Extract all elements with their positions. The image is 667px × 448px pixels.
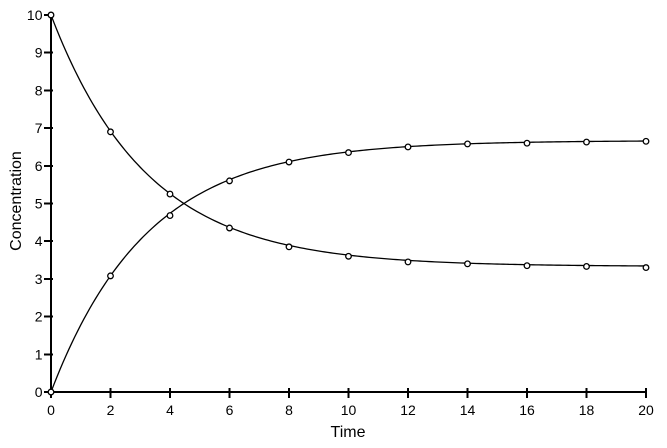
y-tick-label: 0 [35, 384, 43, 400]
rising-concentration-data-point [226, 177, 233, 185]
rising-concentration-data-point [404, 143, 412, 151]
rising-concentration-data-point [47, 388, 55, 396]
rising-concentration-data-point [345, 149, 352, 157]
rising-concentration-data-point [464, 140, 471, 148]
decaying-concentration-data-point [583, 263, 590, 270]
decaying-concentration-data-point [47, 11, 55, 19]
y-tick-label: 3 [35, 271, 43, 287]
decaying-concentration-data-point [166, 190, 174, 198]
x-tick-label: 16 [519, 402, 535, 418]
x-tick-label: 8 [285, 402, 293, 418]
y-tick-label: 9 [35, 45, 43, 61]
x-tick-label: 12 [400, 402, 416, 418]
rising-concentration-data-point [285, 158, 293, 166]
y-tick-label: 1 [35, 346, 43, 362]
y-axis-title: Concentration [8, 151, 25, 251]
x-tick-label: 14 [460, 402, 476, 418]
rising-concentration-data-point [107, 272, 114, 280]
rising-concentration-data-point [583, 138, 590, 146]
decaying-concentration-data-point [345, 252, 352, 260]
x-tick-label: 6 [226, 402, 234, 418]
y-tick-label: 8 [35, 82, 43, 98]
x-tick-label: 20 [638, 402, 654, 418]
decaying-concentration-data-point [642, 264, 650, 272]
y-tick-label: 4 [35, 233, 43, 249]
x-tick-label: 4 [166, 402, 174, 418]
decaying-concentration-data-point [523, 262, 531, 270]
decaying-concentration-data-point [464, 260, 471, 268]
x-tick-label: 2 [107, 402, 115, 418]
y-tick-label: 7 [35, 120, 43, 136]
y-tick-label: 2 [35, 309, 43, 325]
y-tick-label: 6 [35, 158, 43, 174]
decaying-concentration-fit-curve [50, 14, 647, 267]
decaying-concentration-data-point [285, 243, 293, 251]
rising-concentration-data-point [523, 139, 531, 147]
x-axis-title: Time [330, 424, 366, 441]
decaying-concentration-data-point [107, 128, 114, 136]
y-tick-label: 10 [27, 7, 43, 23]
rising-concentration-fit-curve [50, 140, 647, 393]
rising-concentration-data-point [166, 212, 174, 220]
rising-concentration-data-point [642, 137, 650, 145]
decaying-concentration-data-point [404, 258, 412, 266]
x-tick-label: 18 [579, 402, 595, 418]
y-tick-label: 5 [35, 196, 43, 212]
decaying-concentration-data-point [226, 224, 233, 232]
x-tick-label: 0 [47, 402, 55, 418]
x-tick-label: 10 [341, 402, 357, 418]
